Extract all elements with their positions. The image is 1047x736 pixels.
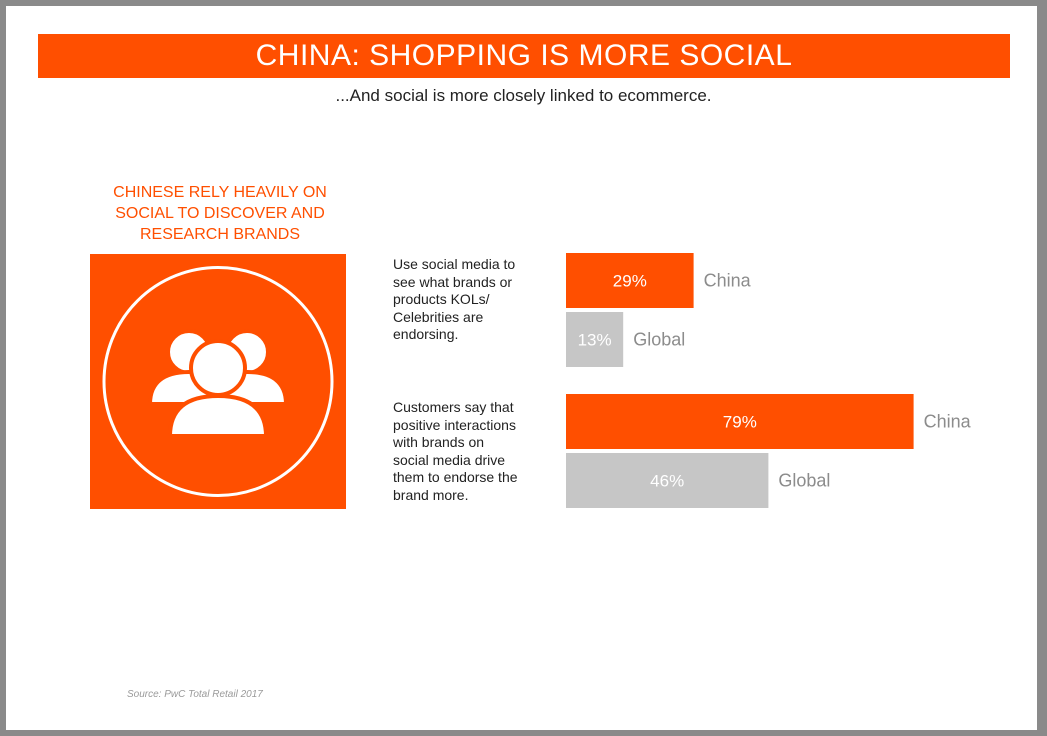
stat-1-description: Use social media to see what brands or p… [393,256,515,344]
bar-2-china [566,394,914,449]
left-heading-line-3: RESEARCH BRANDS [139,226,301,243]
bar-series-label: Global [633,330,685,350]
bar-chart: 29% China 13% Global 79% China 46% Global [566,253,972,508]
bar-value-label: 29% [613,272,647,291]
bar-value-label: 79% [723,413,757,432]
icon-panel [90,254,346,509]
stat-2-line: brand more. [393,486,469,503]
source-note: Source: PwC Total Retail 2017 [127,689,263,700]
title-banner: CHINA: SHOPPING IS MORE SOCIAL [38,34,1010,78]
bar-1-global [566,312,624,367]
stat-2-line: positive interactions [393,416,516,433]
left-heading-line-2: SOCIAL TO DISCOVER AND [115,205,325,222]
bar-series-label: China [704,271,752,291]
page-subtitle: ...And social is more closely linked to … [335,86,712,105]
stat-2-line: Customers say that [393,399,514,415]
stat-1-line: Use social media to [393,256,516,272]
bar-series-label: Global [778,471,830,491]
stat-2-description: Customers say that positive interactions… [393,399,518,504]
stat-1-line: see what brands or [393,273,513,290]
left-heading: CHINESE RELY HEAVILY ON SOCIAL TO DISCOV… [86,182,354,245]
bar-2-global [566,453,769,508]
slide: CHINA: SHOPPING IS MORE SOCIAL ...And so… [6,6,1037,730]
stat-1-line: products KOLs/ [393,291,490,307]
stat-2-line: social media drive [393,451,506,468]
left-heading-line-1: CHINESE RELY HEAVILY ON [113,184,327,201]
bar-value-label: 13% [578,331,612,350]
bar-1-china [566,253,694,308]
page-title: CHINA: SHOPPING IS MORE SOCIAL [255,39,793,72]
stat-1-line: Celebrities are [393,308,484,325]
bar-series-label: China [924,412,972,432]
people-group-icon [102,266,334,497]
bar-value-label: 46% [650,472,684,491]
stat-2-line: with brands on [393,434,485,450]
stat-2-line: them to endorse the [393,469,518,485]
stat-1-line: endorsing. [393,326,459,342]
